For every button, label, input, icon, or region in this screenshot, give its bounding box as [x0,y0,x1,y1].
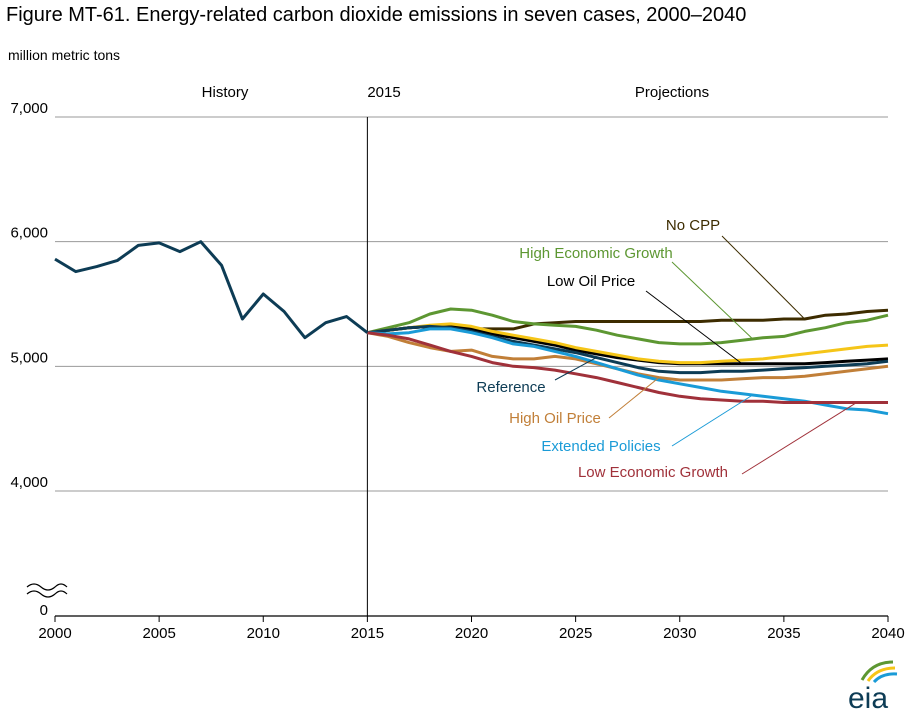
series-label-low-economic-growth: Low Economic Growth [578,464,728,481]
chart-title: Figure MT-61. Energy-related carbon diox… [6,4,747,26]
leader-line-no-cpp [721,235,806,320]
series-label-low-oil-price: Low Oil Price [547,273,635,290]
leader-line-high-economic-growth [671,261,753,340]
eia-logo: eia [848,660,898,715]
x-tick-label: 2005 [142,625,175,642]
x-tick-label: 2025 [559,625,592,642]
y-tick-label: 4,000 [10,474,48,491]
leader-line-high-oil-price [608,377,660,419]
y-tick-label: 6,000 [10,225,48,242]
axis-break-icon [26,583,68,598]
x-tick-label: 2000 [38,625,71,642]
y-zero-label: 0 [40,602,48,619]
projections-label: Projections [635,84,709,101]
history-label: History [202,84,249,101]
year-2015-label: 2015 [367,84,400,101]
leader-line-low-oil-price [645,290,743,365]
leader-line-extended-policies [671,394,753,447]
series-label-reference: Reference [476,379,545,396]
series-line-unlabeled-case [367,322,889,365]
series-label-high-oil-price: High Oil Price [509,410,601,427]
x-tick-label: 2010 [247,625,280,642]
x-tick-label: 2015 [351,625,384,642]
series-line-history [54,240,369,340]
leader-line-low-economic-growth [741,402,858,475]
series-label-no-cpp: No CPP [666,217,720,234]
eia-logo-text: eia [848,682,888,715]
series-line-low-economic-growth [367,331,888,404]
series-line-extended-policies [367,327,889,416]
x-tick-label: 2030 [663,625,696,642]
series-line-high-economic-growth [367,307,889,346]
y-tick-label: 5,000 [10,349,48,366]
leader-line-reference [554,357,597,381]
y-tick-label: 7,000 [10,100,48,117]
y-unit-label: million metric tons [8,47,121,63]
series-label-high-economic-growth: High Economic Growth [519,245,672,262]
x-tick-label: 2035 [767,625,800,642]
x-tick-label: 2040 [871,625,904,642]
x-tick-label: 2020 [455,625,488,642]
series-label-extended-policies: Extended Policies [541,438,660,455]
